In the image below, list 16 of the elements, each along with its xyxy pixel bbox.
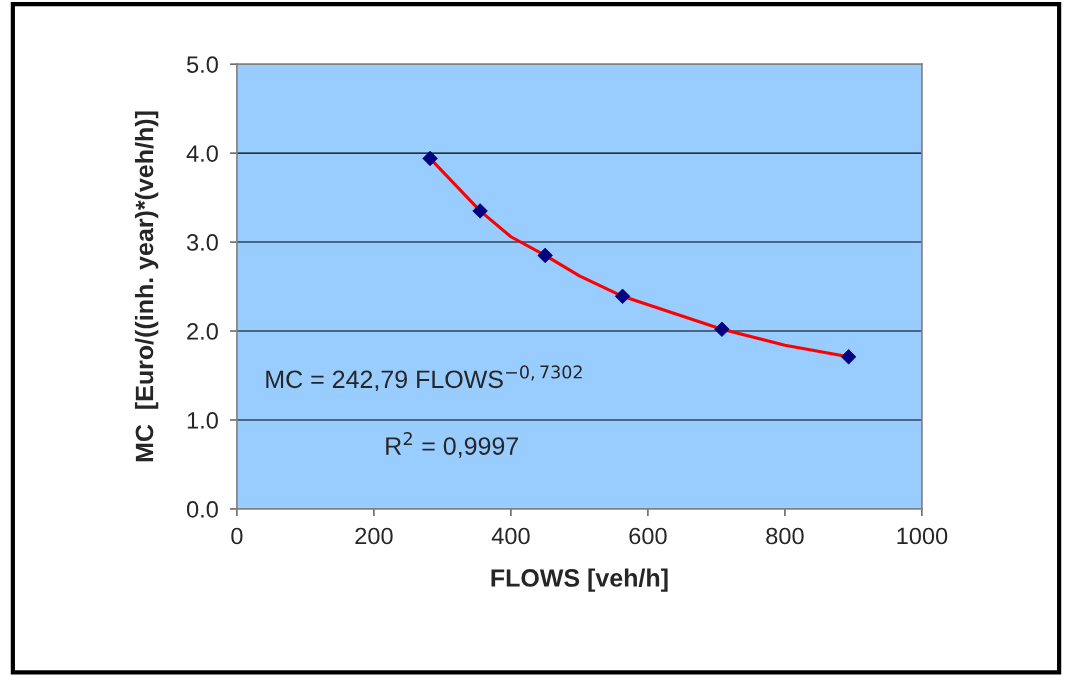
x-tick-label: 800: [766, 527, 804, 545]
x-tick-label: 400: [491, 527, 530, 545]
x-axis-title: FLOWS [veh/h]: [491, 568, 668, 592]
x-tick-label: 600: [629, 527, 667, 545]
y-tick-label: 2.0: [187, 323, 218, 340]
y-tick-label: 3.0: [186, 234, 218, 251]
y-axis-title: MC [Euro/((inh. year)*(veh/h)]: [134, 111, 159, 462]
annotation: MC = 242,79 FLOWS$^{−0,7302}$: [266, 365, 582, 392]
x-tick-label: 1000: [897, 527, 948, 545]
x-tick-label: 200: [355, 527, 393, 545]
y-tick-label: 1.0: [187, 412, 218, 429]
x-tick-label: 0: [231, 527, 243, 545]
y-tick-label: 4.0: [186, 145, 218, 162]
y-tick-label: 5.0: [186, 56, 218, 73]
annotation: R$^{2}$ = 0,9997: [386, 432, 518, 458]
y-tick-label: 0.0: [186, 501, 218, 518]
